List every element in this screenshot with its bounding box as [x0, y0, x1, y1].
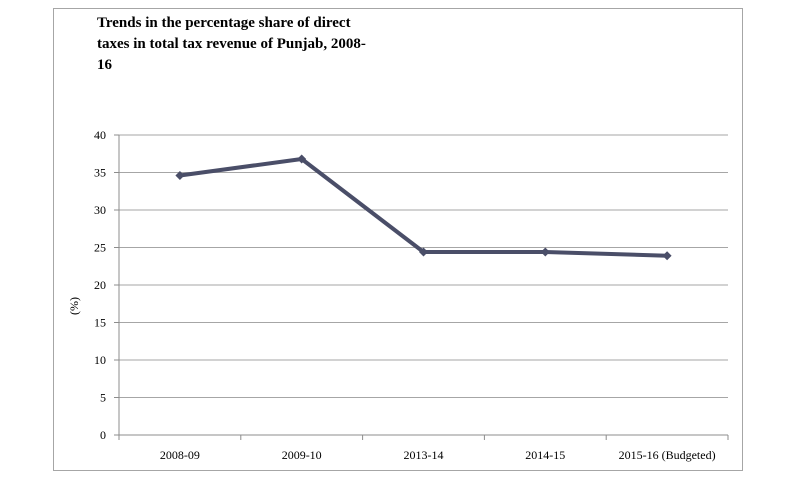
- data-point-marker: [297, 154, 307, 164]
- x-tick-label: 2015-16 (Budgeted): [619, 448, 716, 462]
- data-point-marker: [540, 247, 550, 257]
- y-tick-label: 25: [94, 241, 106, 255]
- y-tick-label: 40: [94, 128, 106, 142]
- y-tick-label: 10: [94, 353, 106, 367]
- series-group: [175, 154, 672, 261]
- x-tick-label: 2009-10: [282, 448, 322, 462]
- x-tick-label: 2008-09: [160, 448, 200, 462]
- y-tick-label: 0: [100, 428, 106, 442]
- y-tick-label: 15: [94, 316, 106, 330]
- y-tick-label: 35: [94, 166, 106, 180]
- chart-title: Trends in the percentage share of direct…: [97, 15, 366, 73]
- data-point-marker: [175, 171, 185, 180]
- gridlines: [119, 134, 728, 398]
- x-tick-labels: 2008-09 2009-10 2013-14 2014-15 2015-16 (Bud…: [160, 448, 716, 462]
- y-axis-label: (%): [67, 297, 81, 315]
- data-point-marker: [419, 247, 428, 257]
- x-tick-label: 2014-15: [525, 448, 565, 462]
- y-tick-labels: 0 5 10 15 20 25 30 35 40: [94, 128, 106, 442]
- y-tick-label: 5: [100, 391, 106, 405]
- axes: [114, 134, 729, 440]
- x-tick-label: 2013-14: [404, 448, 444, 462]
- y-tick-label: 20: [94, 278, 106, 292]
- chart-frame: [53, 8, 743, 471]
- data-point-marker: [662, 251, 672, 261]
- series-line: [179, 157, 668, 258]
- y-tick-label: 30: [94, 203, 106, 217]
